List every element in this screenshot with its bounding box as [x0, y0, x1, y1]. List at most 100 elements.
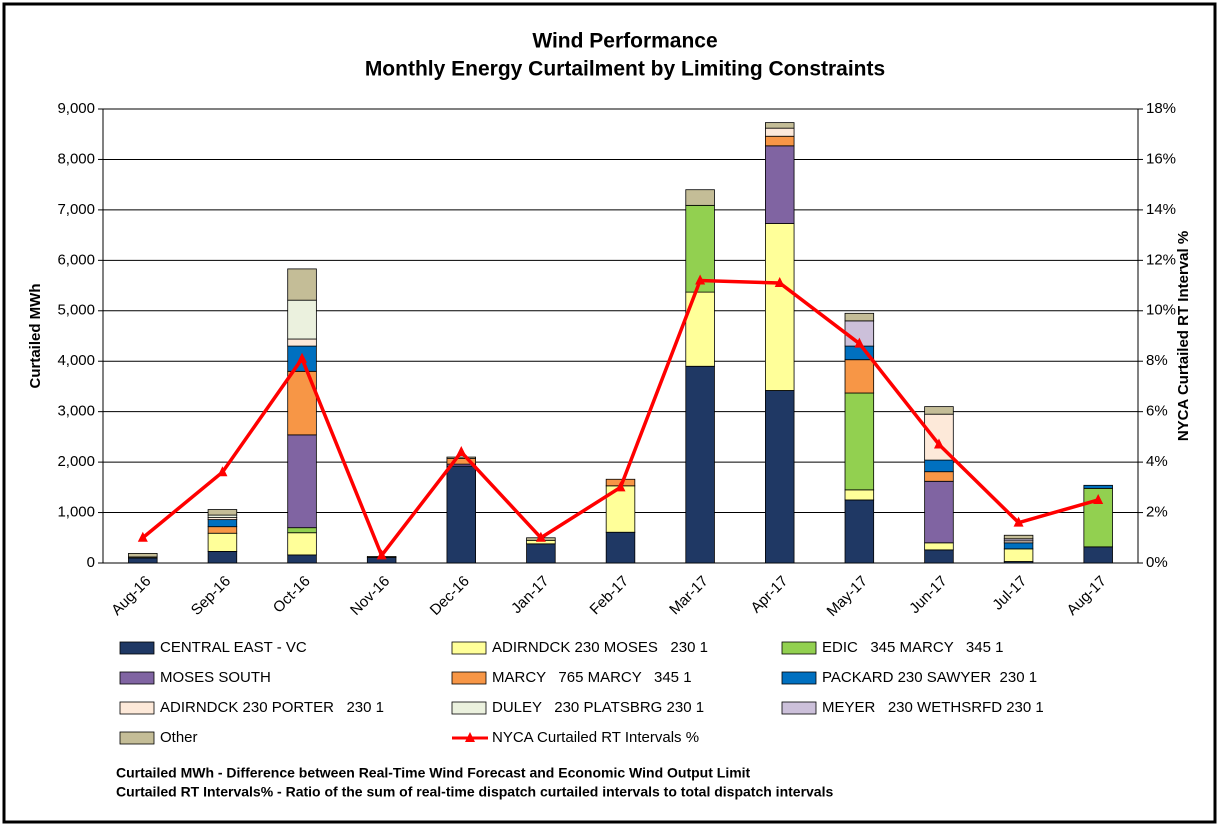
y2-tick-label: 10% — [1146, 302, 1176, 319]
bar-segment — [844, 359, 875, 394]
bar-segment — [605, 531, 636, 564]
bar-segment — [924, 480, 954, 544]
legend-swatch — [781, 701, 817, 715]
legend-label: PACKARD 230 SAWYER 230 1 — [822, 669, 1037, 686]
y2-tick-label: 16% — [1146, 150, 1176, 167]
line-marker — [1093, 493, 1104, 504]
line-marker — [615, 481, 626, 492]
legend-label: MARCY 765 MARCY 345 1 — [492, 669, 692, 686]
bar-segment — [924, 542, 954, 551]
line-marker — [933, 438, 944, 449]
bar-segment — [1003, 534, 1034, 540]
legend-swatch — [781, 671, 817, 685]
line-marker — [456, 446, 467, 457]
bar-segment — [287, 527, 317, 534]
legend-swatch — [119, 731, 155, 745]
note: Curtailed RT Intervals% - Ratio of the s… — [116, 784, 833, 800]
line-marker — [774, 277, 785, 288]
bar-segment — [765, 127, 795, 137]
bar-segment — [207, 532, 238, 552]
y-axis-label: Curtailed MWh — [27, 284, 44, 389]
bar-segment — [287, 554, 317, 564]
legend-swatch — [451, 671, 487, 685]
y-tick-label: 2,000 — [57, 453, 95, 470]
y2-tick-label: 18% — [1146, 100, 1176, 117]
y-tick-label: 0 — [87, 554, 95, 571]
y2-tick-label: 2% — [1146, 504, 1168, 521]
y-tick-label: 3,000 — [57, 403, 95, 420]
line-marker — [535, 531, 546, 542]
bar-segment — [844, 499, 875, 564]
legend-swatch — [781, 641, 817, 655]
bar-segment — [1083, 546, 1113, 564]
legend-label: MOSES SOUTH — [160, 669, 271, 686]
y2-tick-label: 12% — [1146, 251, 1176, 268]
legend-label: MEYER 230 WETHSRFD 230 1 — [822, 699, 1044, 716]
y2-tick-label: 14% — [1146, 201, 1176, 218]
chart-title: Wind Performance — [532, 30, 717, 53]
line-marker — [695, 274, 706, 285]
line-marker — [217, 466, 228, 477]
bar-segment — [1003, 548, 1034, 562]
legend-swatch — [119, 701, 155, 715]
y2-axis-label: NYCA Curtailed RT Interval % — [1175, 231, 1192, 441]
bar-segment — [128, 553, 158, 558]
bar-segment — [924, 459, 954, 473]
legend-marker — [465, 732, 475, 742]
bar-segment — [446, 465, 477, 564]
bar-segment — [1083, 484, 1113, 489]
line-marker — [297, 352, 308, 363]
note: Curtailed MWh - Difference between Real-… — [116, 765, 751, 781]
bar-segment — [765, 390, 795, 564]
bar-segment — [844, 312, 875, 322]
line-marker — [376, 549, 387, 560]
bar-segment — [287, 268, 317, 301]
y-tick-label: 4,000 — [57, 352, 95, 369]
legend-label: ADIRNDCK 230 MOSES 230 1 — [492, 639, 708, 656]
bar-segment — [526, 543, 556, 564]
legend-label: NYCA Curtailed RT Intervals % — [492, 729, 699, 746]
y2-tick-label: 0% — [1146, 554, 1168, 571]
bar-segment — [844, 392, 875, 491]
y-tick-label: 9,000 — [57, 100, 95, 117]
bar-segment — [1003, 542, 1034, 550]
y-tick-label: 5,000 — [57, 302, 95, 319]
line-marker — [854, 337, 865, 348]
y-tick-label: 7,000 — [57, 201, 95, 218]
legend-label: EDIC 345 MARCY 345 1 — [822, 639, 1003, 656]
bar-segment — [287, 299, 317, 340]
legend-label: CENTRAL EAST - VC — [160, 639, 307, 656]
bar-segment — [924, 406, 954, 415]
bar-segment — [765, 135, 795, 147]
legend-swatch — [451, 701, 487, 715]
bar-segment — [924, 471, 954, 482]
legend-swatch — [119, 671, 155, 685]
bar-segment — [765, 223, 795, 391]
y2-tick-label: 6% — [1146, 403, 1168, 420]
bar-segment — [446, 456, 477, 459]
bar-segment — [685, 189, 715, 206]
legend-label: DULEY 230 PLATSBRG 230 1 — [492, 699, 704, 716]
y2-tick-label: 8% — [1146, 352, 1168, 369]
bar-segment — [207, 550, 238, 564]
line-marker — [137, 531, 148, 542]
bar-segment — [844, 489, 875, 501]
y-tick-label: 6,000 — [57, 251, 95, 268]
bar-segment — [207, 509, 238, 516]
bar-segment — [287, 434, 317, 529]
legend-swatch — [451, 641, 487, 655]
bar-segment — [207, 519, 238, 528]
bar-segment — [287, 532, 317, 556]
line-marker — [1013, 516, 1024, 527]
legend-label: ADIRNDCK 230 PORTER 230 1 — [160, 699, 384, 716]
bar-segment — [765, 122, 795, 129]
bar-segment — [128, 557, 158, 564]
y2-tick-label: 4% — [1146, 453, 1168, 470]
chart-subtitle: Monthly Energy Curtailment by Limiting C… — [365, 58, 885, 81]
legend-swatch — [119, 641, 155, 655]
y-tick-label: 1,000 — [57, 504, 95, 521]
bar-segment — [207, 526, 238, 534]
bar-segment — [924, 549, 954, 564]
